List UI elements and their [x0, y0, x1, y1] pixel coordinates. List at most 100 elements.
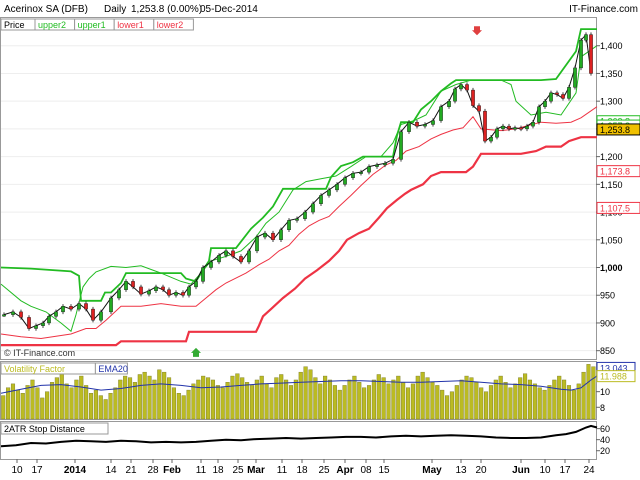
volatility-bar — [523, 373, 528, 420]
volatility-bar — [508, 387, 513, 420]
candle-down — [555, 92, 559, 95]
price-legend: Price upper2 upper1 lower1 lower2 — [0, 18, 194, 31]
volatility-legend: Volatility Factor EMA20 — [0, 362, 128, 375]
vol-value-tag-label: 11.988 — [600, 372, 627, 382]
volatility-bar — [420, 371, 425, 420]
x-tick-label: 15 — [378, 465, 390, 476]
candle-up — [335, 184, 339, 191]
volatility-bar — [284, 379, 289, 420]
candle-down — [561, 94, 565, 99]
volatility-bar — [493, 379, 498, 420]
vol-legend-item: EMA20 — [98, 364, 128, 374]
candle-down — [471, 89, 475, 106]
legend-item-lower2: lower2 — [157, 20, 184, 30]
volatility-bar — [557, 375, 562, 420]
volatility-bar — [147, 375, 152, 420]
candle-up — [495, 128, 499, 138]
volatility-bars — [0, 364, 598, 420]
candle-down — [589, 34, 593, 74]
volatility-bar — [201, 375, 206, 420]
x-tick-label: Feb — [163, 465, 181, 476]
candle-up — [383, 163, 387, 166]
volatility-bar — [249, 385, 255, 420]
price-value-tag-label: 1,253.8 — [600, 125, 630, 135]
price-series — [0, 26, 598, 357]
x-tick-label: 10 — [11, 465, 23, 476]
candle-up — [489, 137, 493, 142]
x-tick-label: 28 — [147, 465, 159, 476]
legend-box — [153, 18, 194, 31]
volatility-bar — [479, 387, 484, 420]
vol-value-tag-label: 13.043 — [600, 363, 628, 373]
volatility-bar — [474, 382, 479, 420]
chart-header: Acerinox SA (DFB) Daily 1,253.8 (0.00%) … — [4, 4, 638, 15]
volatility-bar — [49, 382, 55, 420]
series-lower2 — [1, 136, 597, 347]
price-tick-label: 850 — [600, 346, 615, 356]
x-tick-label: 14 — [105, 465, 117, 476]
volatility-bar — [6, 387, 11, 420]
legend-item-upper1: upper1 — [78, 20, 106, 30]
x-tick-label: 10 — [539, 465, 551, 476]
x-tick-label: 13 — [455, 465, 467, 476]
volatility-bar — [215, 385, 220, 420]
volatility-bar — [225, 382, 230, 420]
x-tick-label: 25 — [318, 465, 330, 476]
candle-up — [247, 250, 251, 263]
series-upper2 — [0, 28, 597, 302]
volatility-bar — [167, 377, 172, 420]
volatility-bar — [366, 385, 372, 420]
series-upper1 — [0, 45, 598, 333]
price-value-tag — [596, 201, 640, 214]
volatility-bar — [445, 395, 450, 420]
x-tick-label: May — [422, 465, 442, 476]
vol-value-tag — [596, 370, 636, 383]
candle-up — [61, 306, 65, 313]
price-value-tag-label: 1,173.8 — [600, 167, 630, 177]
volatility-bar — [254, 379, 259, 420]
candle-up — [439, 106, 443, 121]
candle-up — [584, 34, 588, 41]
volatility-bar — [318, 383, 323, 420]
candle-up — [327, 189, 331, 196]
volatility-bar — [123, 375, 128, 420]
price-tick-label: 1,150 — [600, 180, 623, 190]
volatility-bar — [25, 385, 30, 420]
volatility-bar — [54, 377, 59, 420]
volatility-bar — [547, 385, 552, 420]
candle-up — [194, 281, 198, 288]
candle-up — [147, 290, 151, 295]
candle-up — [391, 159, 395, 164]
vol-tick-label: 8 — [600, 403, 605, 413]
atr-series — [0, 424, 598, 448]
volatility-bar — [79, 375, 84, 420]
volatility-bar — [298, 371, 303, 420]
legend-item-Price: Price — [4, 20, 25, 30]
candle-down — [131, 281, 135, 288]
candle-up — [375, 164, 379, 167]
x-tick-label: 21 — [125, 465, 137, 476]
volatility-bar — [357, 382, 362, 420]
candle-up — [174, 292, 178, 296]
volatility-bar — [323, 375, 328, 420]
volatility-bar — [74, 379, 79, 420]
volatility-bar — [113, 387, 118, 420]
volatility-bar — [84, 385, 89, 420]
volatility-bar — [313, 377, 318, 420]
series-2atr — [0, 424, 598, 448]
candle-down — [27, 317, 31, 329]
volatility-bar — [586, 364, 591, 420]
candle-up — [573, 67, 577, 88]
price-tick-label: 1,400 — [600, 41, 623, 51]
volatility-bar — [59, 373, 64, 420]
candle-up — [47, 316, 51, 324]
volatility-bar — [581, 371, 586, 420]
candle-down — [91, 308, 95, 321]
volatility-bar — [269, 387, 274, 420]
candle-up — [311, 203, 315, 213]
volatility-bar — [210, 379, 215, 420]
candle-down — [181, 292, 185, 296]
x-axis: 10 17 2014 14 21 28 Feb 11 18 25 Mar 11 18 25 Apr 08 15 M… — [11, 459, 595, 476]
x-tick-label: 17 — [31, 465, 43, 476]
